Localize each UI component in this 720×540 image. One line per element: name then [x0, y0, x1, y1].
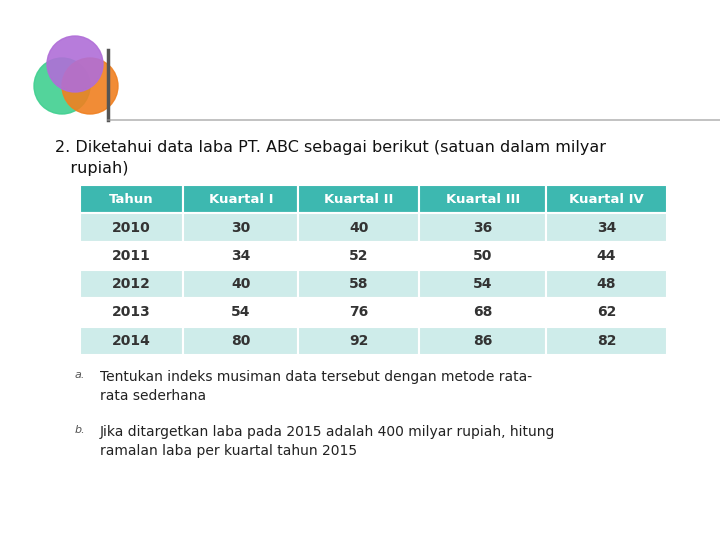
Text: 34: 34: [231, 249, 251, 263]
Text: Kuartal III: Kuartal III: [446, 193, 520, 206]
Text: 36: 36: [473, 220, 492, 234]
FancyBboxPatch shape: [419, 270, 546, 298]
Text: 62: 62: [597, 306, 616, 320]
FancyBboxPatch shape: [546, 327, 667, 355]
Text: 2011: 2011: [112, 249, 151, 263]
Text: b.: b.: [75, 425, 86, 435]
FancyBboxPatch shape: [298, 298, 419, 327]
FancyBboxPatch shape: [546, 242, 667, 270]
Circle shape: [47, 36, 103, 92]
Text: Kuartal II: Kuartal II: [324, 193, 393, 206]
FancyBboxPatch shape: [298, 270, 419, 298]
Text: 54: 54: [473, 277, 492, 291]
Text: Kuartal I: Kuartal I: [209, 193, 273, 206]
Text: Kuartal IV: Kuartal IV: [570, 193, 644, 206]
Text: 82: 82: [597, 334, 616, 348]
Text: a.: a.: [75, 370, 86, 380]
Text: 30: 30: [231, 220, 251, 234]
Text: Tahun: Tahun: [109, 193, 154, 206]
Circle shape: [34, 58, 90, 114]
Text: 2014: 2014: [112, 334, 151, 348]
Text: 76: 76: [349, 306, 369, 320]
FancyBboxPatch shape: [298, 185, 419, 213]
FancyBboxPatch shape: [419, 213, 546, 242]
FancyBboxPatch shape: [184, 213, 298, 242]
FancyBboxPatch shape: [419, 185, 546, 213]
Text: 2012: 2012: [112, 277, 151, 291]
FancyBboxPatch shape: [546, 298, 667, 327]
FancyBboxPatch shape: [184, 327, 298, 355]
Text: 80: 80: [231, 334, 251, 348]
Text: 52: 52: [349, 249, 369, 263]
Text: 68: 68: [473, 306, 492, 320]
FancyBboxPatch shape: [80, 298, 184, 327]
FancyBboxPatch shape: [184, 270, 298, 298]
FancyBboxPatch shape: [546, 185, 667, 213]
FancyBboxPatch shape: [80, 242, 184, 270]
Text: 86: 86: [473, 334, 492, 348]
Text: Tentukan indeks musiman data tersebut dengan metode rata-
rata sederhana: Tentukan indeks musiman data tersebut de…: [100, 370, 532, 403]
FancyBboxPatch shape: [419, 327, 546, 355]
FancyBboxPatch shape: [184, 242, 298, 270]
Text: 92: 92: [349, 334, 369, 348]
Text: 34: 34: [597, 220, 616, 234]
FancyBboxPatch shape: [184, 185, 298, 213]
FancyBboxPatch shape: [546, 213, 667, 242]
FancyBboxPatch shape: [419, 242, 546, 270]
FancyBboxPatch shape: [298, 242, 419, 270]
Text: 48: 48: [597, 277, 616, 291]
Text: 2. Diketahui data laba PT. ABC sebagai berikut (satuan dalam milyar
   rupiah): 2. Diketahui data laba PT. ABC sebagai b…: [55, 140, 606, 176]
Text: 2010: 2010: [112, 220, 151, 234]
Text: 2013: 2013: [112, 306, 151, 320]
FancyBboxPatch shape: [419, 298, 546, 327]
FancyBboxPatch shape: [298, 327, 419, 355]
Circle shape: [62, 58, 118, 114]
Text: 54: 54: [231, 306, 251, 320]
Text: 50: 50: [473, 249, 492, 263]
Text: Jika ditargetkan laba pada 2015 adalah 400 milyar rupiah, hitung
ramalan laba pe: Jika ditargetkan laba pada 2015 adalah 4…: [100, 425, 555, 458]
FancyBboxPatch shape: [80, 327, 184, 355]
FancyBboxPatch shape: [546, 270, 667, 298]
FancyBboxPatch shape: [80, 270, 184, 298]
FancyBboxPatch shape: [298, 213, 419, 242]
FancyBboxPatch shape: [80, 185, 184, 213]
Text: 40: 40: [349, 220, 369, 234]
FancyBboxPatch shape: [184, 298, 298, 327]
Text: 44: 44: [597, 249, 616, 263]
Text: 58: 58: [349, 277, 369, 291]
Text: 40: 40: [231, 277, 251, 291]
FancyBboxPatch shape: [80, 213, 184, 242]
